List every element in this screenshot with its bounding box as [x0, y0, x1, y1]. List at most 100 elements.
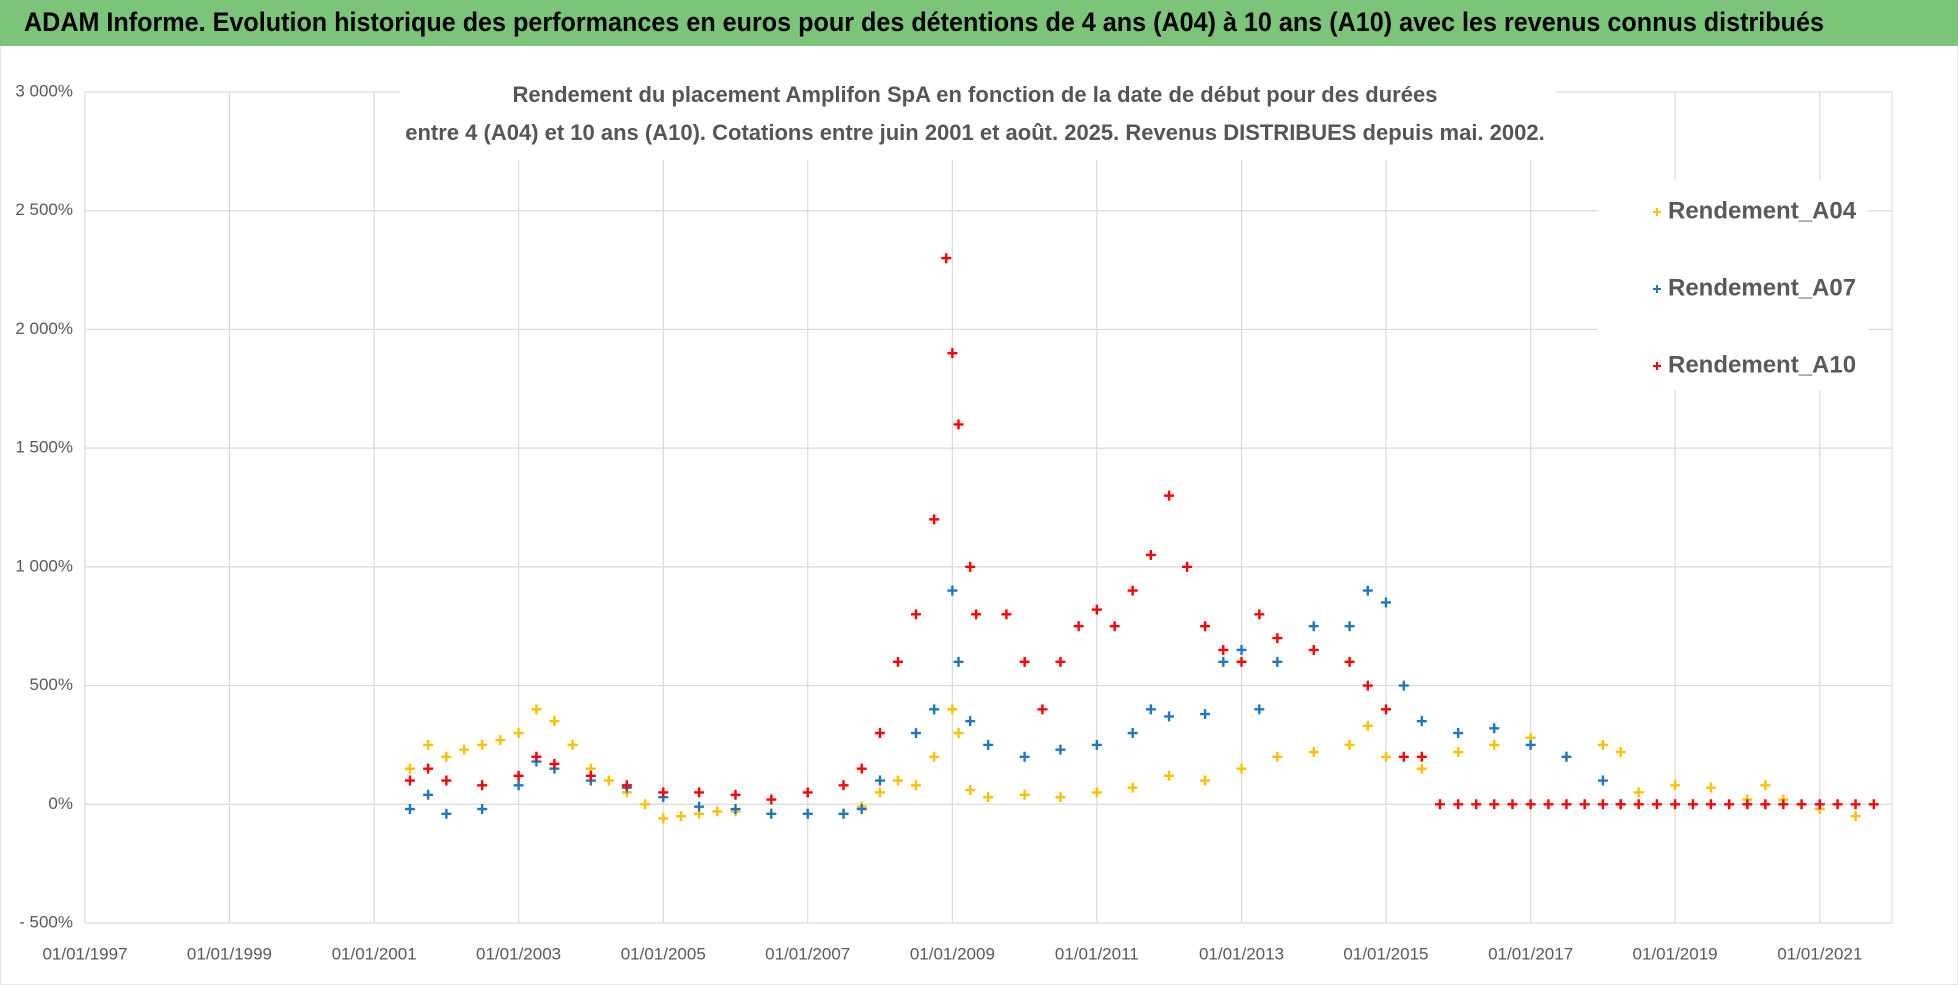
point: [1561, 799, 1572, 810]
point: [1507, 799, 1518, 810]
point: [1760, 799, 1771, 810]
point: [1254, 704, 1265, 715]
point: [549, 716, 560, 727]
legend-marker: [1653, 208, 1661, 216]
point: [1796, 799, 1807, 810]
legend-label: Rendement_A04: [1668, 197, 1857, 224]
point: [1380, 751, 1391, 762]
point: [1471, 799, 1482, 810]
point: [1868, 799, 1879, 810]
legend-marker: [1653, 285, 1661, 293]
y-tick-label: 2 000%: [15, 319, 73, 338]
point: [621, 780, 632, 791]
point: [1362, 585, 1373, 596]
point: [1019, 656, 1030, 667]
point: [1597, 775, 1608, 786]
points: [404, 253, 1879, 824]
point: [929, 514, 940, 525]
point: [1597, 739, 1608, 750]
point: [477, 739, 488, 750]
point: [730, 789, 741, 800]
point: [1055, 656, 1066, 667]
point: [1272, 751, 1283, 762]
chart-title: ADAM Informe. Evolution historique des p…: [24, 7, 1824, 37]
point: [1055, 744, 1066, 755]
point: [531, 704, 542, 715]
legend-marker: [1653, 362, 1661, 370]
point: [1091, 739, 1102, 750]
point: [1633, 799, 1644, 810]
point: [1055, 792, 1066, 803]
point: [766, 808, 777, 819]
x-tick-label: 01/01/2013: [1199, 944, 1284, 963]
point: [1200, 775, 1211, 786]
point: [531, 751, 542, 762]
x-tick-label: 01/01/2007: [765, 944, 850, 963]
point: [603, 775, 614, 786]
point: [1091, 787, 1102, 798]
point: [929, 751, 940, 762]
point: [1127, 728, 1138, 739]
point: [1380, 597, 1391, 608]
point: [404, 804, 415, 815]
legend-box: [1598, 180, 1868, 390]
point: [1525, 799, 1536, 810]
point: [1705, 799, 1716, 810]
point: [459, 744, 470, 755]
point: [874, 775, 885, 786]
point: [730, 804, 741, 815]
point: [802, 808, 813, 819]
point: [953, 419, 964, 430]
point: [1525, 739, 1536, 750]
x-tick-label: 01/01/2011: [1055, 944, 1139, 963]
x-tick-label: 01/01/2005: [621, 944, 706, 963]
point: [874, 787, 885, 798]
point: [1218, 656, 1229, 667]
point: [1019, 789, 1030, 800]
point: [874, 728, 885, 739]
point: [1687, 799, 1698, 810]
point: [1832, 799, 1843, 810]
point: [1272, 656, 1283, 667]
point: [1164, 770, 1175, 781]
point: [513, 780, 524, 791]
x-tick-label: 01/01/2009: [910, 944, 995, 963]
chart-subtitle: entre 4 (A04) et 10 ans (A10). Cotations…: [405, 120, 1545, 145]
point: [802, 787, 813, 798]
point: [1416, 763, 1427, 774]
point: [423, 789, 434, 800]
point: [1615, 799, 1626, 810]
point: [1344, 656, 1355, 667]
point: [1489, 739, 1500, 750]
point: [941, 253, 952, 264]
point: [441, 751, 452, 762]
legend-label: Rendement_A10: [1668, 351, 1856, 378]
x-tick-label: 01/01/2003: [476, 944, 561, 963]
point: [838, 808, 849, 819]
y-tick-label: 500%: [30, 675, 73, 694]
point: [1164, 711, 1175, 722]
point: [1742, 799, 1753, 810]
point: [1236, 656, 1247, 667]
point: [1850, 811, 1861, 822]
point: [910, 609, 921, 620]
point: [1091, 604, 1102, 615]
point: [1850, 799, 1861, 810]
point: [1724, 799, 1735, 810]
point: [658, 787, 669, 798]
y-tick-label: 1 500%: [15, 438, 73, 457]
point: [953, 656, 964, 667]
point: [892, 656, 903, 667]
point: [1579, 799, 1590, 810]
point: [1164, 490, 1175, 501]
point: [1398, 680, 1409, 691]
x-tick-label: 01/01/2015: [1343, 944, 1428, 963]
point: [640, 799, 651, 810]
point: [1109, 621, 1120, 632]
point: [694, 801, 705, 812]
point: [1760, 780, 1771, 791]
point: [1453, 728, 1464, 739]
point: [441, 808, 452, 819]
